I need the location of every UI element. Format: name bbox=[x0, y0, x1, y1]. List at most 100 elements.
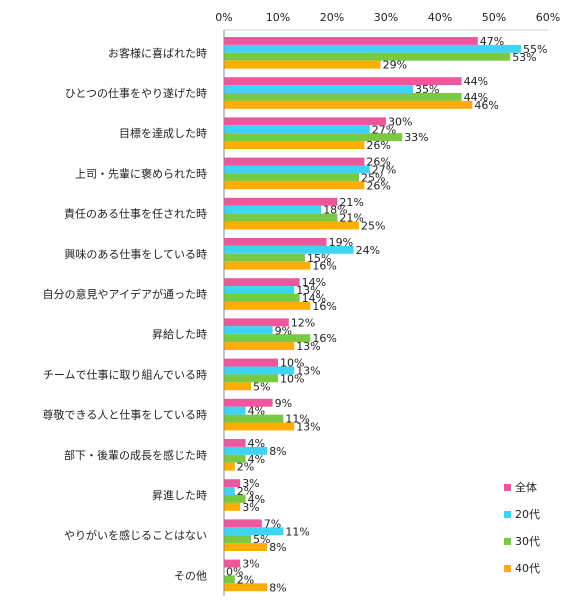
value-labels: 47%55%53%29%44%35%44%46%30%27%33%26%26%2… bbox=[226, 35, 547, 594]
value-label: 18% bbox=[323, 204, 347, 217]
value-label: 35% bbox=[415, 83, 439, 96]
value-label: 21% bbox=[339, 212, 363, 225]
value-label: 12% bbox=[291, 316, 315, 329]
value-label: 3% bbox=[242, 477, 259, 490]
bar bbox=[224, 575, 235, 584]
category-label: 尊敬できる人と仕事をしている時 bbox=[43, 408, 207, 422]
bar bbox=[224, 37, 478, 45]
value-label: 11% bbox=[285, 413, 309, 426]
bar bbox=[224, 439, 246, 447]
x-axis-ticks: 0% 10% 20% 30% 40% 50% 60% bbox=[215, 11, 560, 24]
bar bbox=[224, 366, 295, 375]
value-label: 0% bbox=[226, 565, 243, 578]
bar bbox=[224, 125, 370, 134]
legend-label: 全体 bbox=[515, 480, 537, 494]
bar bbox=[224, 165, 370, 174]
legend-swatch bbox=[504, 484, 511, 491]
bar bbox=[224, 326, 273, 335]
value-label: 44% bbox=[464, 91, 488, 104]
bar bbox=[224, 205, 322, 214]
bar bbox=[224, 278, 300, 287]
value-label: 26% bbox=[366, 139, 390, 152]
bar bbox=[224, 374, 278, 383]
value-label: 5% bbox=[253, 380, 270, 393]
bar bbox=[224, 318, 289, 327]
category-label: やりがいを感じることはない bbox=[64, 528, 207, 542]
value-label: 2% bbox=[237, 461, 254, 474]
bar bbox=[224, 85, 413, 93]
bar bbox=[224, 502, 241, 511]
bar bbox=[224, 583, 268, 592]
value-label: 4% bbox=[248, 437, 265, 450]
value-label: 19% bbox=[329, 236, 353, 249]
category-label: 自分の意見やアイデアが通った時 bbox=[43, 287, 207, 301]
value-label: 26% bbox=[366, 156, 390, 169]
bar bbox=[224, 238, 327, 246]
legend-label: 20代 bbox=[515, 508, 540, 521]
value-label: 25% bbox=[361, 171, 385, 184]
value-label: 21% bbox=[339, 196, 363, 209]
category-label: ひとつの仕事をやり遂げた時 bbox=[65, 86, 207, 100]
value-label: 11% bbox=[285, 525, 309, 538]
value-label: 9% bbox=[275, 324, 292, 337]
bar bbox=[224, 398, 273, 407]
value-label: 8% bbox=[269, 541, 286, 554]
category-label: 昇給した時 bbox=[152, 327, 207, 341]
value-label: 2% bbox=[237, 485, 254, 498]
x-tick-label: 10% bbox=[266, 11, 290, 24]
bar bbox=[224, 60, 381, 69]
bar bbox=[224, 157, 365, 166]
value-label: 9% bbox=[275, 397, 292, 410]
value-label: 8% bbox=[269, 581, 286, 594]
bar bbox=[224, 52, 511, 61]
value-label: 25% bbox=[361, 219, 385, 232]
value-label: 16% bbox=[312, 332, 336, 345]
bar bbox=[224, 406, 246, 415]
bar bbox=[224, 286, 295, 294]
legend-label: 40代 bbox=[515, 562, 540, 575]
value-label: 55% bbox=[523, 43, 547, 56]
bar bbox=[224, 462, 235, 471]
value-label: 14% bbox=[302, 276, 326, 289]
value-label: 46% bbox=[474, 99, 498, 112]
bar bbox=[224, 342, 295, 350]
bar bbox=[224, 519, 262, 528]
axis-lines bbox=[223, 29, 548, 596]
legend: 全体 20代 30代 40代 bbox=[504, 480, 540, 575]
bar bbox=[224, 133, 403, 142]
bar bbox=[224, 301, 311, 310]
value-label: 44% bbox=[464, 75, 488, 88]
category-labels: お客様に喜ばれた時ひとつの仕事をやり遂げた時目標を達成した時上司・先輩に褒められ… bbox=[43, 46, 207, 583]
value-label: 47% bbox=[480, 35, 504, 48]
bar bbox=[224, 117, 386, 126]
value-label: 10% bbox=[280, 372, 304, 385]
legend-swatch bbox=[504, 565, 511, 572]
bar bbox=[224, 487, 235, 495]
category-label: 目標を達成した時 bbox=[119, 126, 207, 140]
bar bbox=[224, 454, 246, 463]
x-tick-label: 50% bbox=[482, 11, 506, 24]
bar bbox=[224, 197, 338, 206]
bar bbox=[224, 93, 462, 101]
x-tick-label: 20% bbox=[320, 11, 344, 24]
bar bbox=[224, 221, 359, 230]
category-label: その他 bbox=[174, 569, 207, 582]
x-tick-label: 40% bbox=[428, 11, 452, 24]
value-label: 13% bbox=[296, 340, 320, 353]
value-label: 8% bbox=[269, 445, 286, 458]
category-label: お客様に喜ばれた時 bbox=[108, 46, 207, 60]
bar bbox=[224, 559, 241, 568]
bar bbox=[224, 141, 365, 149]
category-label: 上司・先輩に褒められた時 bbox=[75, 166, 207, 180]
legend-label: 30代 bbox=[515, 535, 540, 548]
category-label: 昇進した時 bbox=[152, 489, 207, 502]
legend-swatch bbox=[504, 511, 511, 518]
value-label: 4% bbox=[248, 493, 265, 506]
value-label: 26% bbox=[366, 179, 390, 192]
bar bbox=[224, 173, 359, 182]
value-label: 29% bbox=[383, 59, 407, 72]
bar bbox=[224, 253, 305, 262]
bar bbox=[224, 213, 338, 222]
